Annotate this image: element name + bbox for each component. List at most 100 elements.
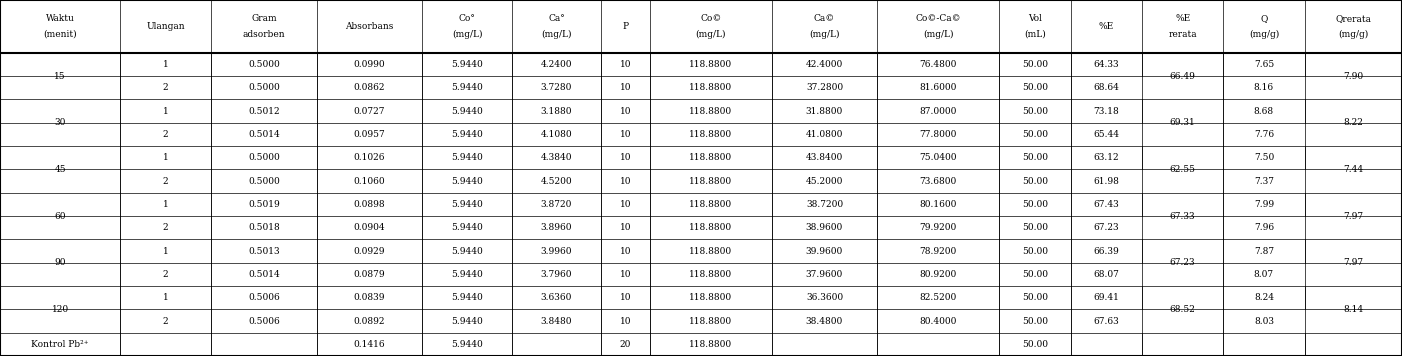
Text: 10: 10 [620, 153, 631, 162]
Text: 0.0839: 0.0839 [353, 293, 386, 302]
Text: 90: 90 [55, 258, 66, 267]
Text: 67.23: 67.23 [1169, 258, 1196, 267]
Text: 0.1026: 0.1026 [353, 153, 386, 162]
Text: 5.9440: 5.9440 [451, 106, 482, 115]
Text: 2: 2 [163, 316, 168, 325]
Text: %E: %E [1175, 14, 1190, 23]
Text: (mg/L): (mg/L) [695, 30, 726, 39]
Text: 5.9440: 5.9440 [451, 270, 482, 279]
Text: 5.9440: 5.9440 [451, 83, 482, 92]
Text: 10: 10 [620, 177, 631, 185]
Text: 5.9440: 5.9440 [451, 223, 482, 232]
Text: 118.8800: 118.8800 [690, 60, 732, 69]
Text: Q: Q [1260, 14, 1267, 23]
Text: 50.00: 50.00 [1022, 60, 1047, 69]
Text: 68.07: 68.07 [1094, 270, 1119, 279]
Text: 0.5014: 0.5014 [248, 270, 280, 279]
Text: 10: 10 [620, 316, 631, 325]
Text: 87.0000: 87.0000 [920, 106, 958, 115]
Text: (mg/L): (mg/L) [923, 30, 953, 39]
Text: 81.6000: 81.6000 [920, 83, 958, 92]
Text: (mg/L): (mg/L) [451, 30, 482, 39]
Text: 38.7200: 38.7200 [806, 200, 843, 209]
Text: 0.0929: 0.0929 [353, 246, 386, 256]
Text: 3.1880: 3.1880 [541, 106, 572, 115]
Text: 10: 10 [620, 246, 631, 256]
Text: 7.97: 7.97 [1343, 258, 1363, 267]
Text: Co©-Ca©: Co©-Ca© [916, 14, 960, 23]
Text: 10: 10 [620, 293, 631, 302]
Text: Qrerata: Qrerata [1335, 14, 1371, 23]
Text: 3.7960: 3.7960 [541, 270, 572, 279]
Text: 4.5200: 4.5200 [541, 177, 572, 185]
Text: 3.7280: 3.7280 [541, 83, 572, 92]
Text: 7.96: 7.96 [1253, 223, 1274, 232]
Text: 10: 10 [620, 106, 631, 115]
Text: 118.8800: 118.8800 [690, 293, 732, 302]
Text: 80.4000: 80.4000 [920, 316, 958, 325]
Text: 0.0990: 0.0990 [353, 60, 386, 69]
Text: 39.9600: 39.9600 [806, 246, 843, 256]
Text: 66.39: 66.39 [1094, 246, 1119, 256]
Text: 2: 2 [163, 130, 168, 139]
Text: 5.9440: 5.9440 [451, 130, 482, 139]
Text: 5.9440: 5.9440 [451, 177, 482, 185]
Text: 7.44: 7.44 [1343, 165, 1363, 174]
Text: 0.0898: 0.0898 [353, 200, 386, 209]
Text: 60: 60 [55, 211, 66, 220]
Text: 61.98: 61.98 [1094, 177, 1119, 185]
Text: 0.0957: 0.0957 [353, 130, 386, 139]
Text: (mg/g): (mg/g) [1249, 30, 1279, 39]
Text: 50.00: 50.00 [1022, 223, 1047, 232]
Text: (mg/L): (mg/L) [809, 30, 840, 39]
Text: 0.5006: 0.5006 [248, 316, 280, 325]
Text: 8.22: 8.22 [1343, 118, 1363, 127]
Text: 0.5000: 0.5000 [248, 83, 280, 92]
Text: Kontrol Pb²⁺: Kontrol Pb²⁺ [31, 340, 88, 349]
Text: 0.5018: 0.5018 [248, 223, 280, 232]
Text: 0.1416: 0.1416 [353, 340, 386, 349]
Text: 3.8720: 3.8720 [541, 200, 572, 209]
Text: 77.8000: 77.8000 [920, 130, 958, 139]
Text: 0.5000: 0.5000 [248, 153, 280, 162]
Text: 118.8800: 118.8800 [690, 340, 732, 349]
Text: 50.00: 50.00 [1022, 340, 1047, 349]
Text: 80.1600: 80.1600 [920, 200, 958, 209]
Text: 118.8800: 118.8800 [690, 270, 732, 279]
Text: 37.2800: 37.2800 [806, 83, 843, 92]
Text: (mg/L): (mg/L) [541, 30, 572, 39]
Text: 65.44: 65.44 [1094, 130, 1119, 139]
Text: 68.64: 68.64 [1094, 83, 1119, 92]
Text: 120: 120 [52, 305, 69, 314]
Text: 63.12: 63.12 [1094, 153, 1119, 162]
Text: 118.8800: 118.8800 [690, 223, 732, 232]
Text: 38.4800: 38.4800 [806, 316, 843, 325]
Text: 5.9440: 5.9440 [451, 60, 482, 69]
Text: 0.0862: 0.0862 [353, 83, 386, 92]
Text: 5.9440: 5.9440 [451, 153, 482, 162]
Text: 45: 45 [55, 165, 66, 174]
Text: 38.9600: 38.9600 [806, 223, 843, 232]
Text: Co©: Co© [700, 14, 722, 23]
Text: 0.5012: 0.5012 [248, 106, 280, 115]
Text: 67.33: 67.33 [1169, 211, 1196, 220]
Text: 118.8800: 118.8800 [690, 316, 732, 325]
Text: 7.37: 7.37 [1253, 177, 1274, 185]
Text: 67.43: 67.43 [1094, 200, 1119, 209]
Text: 78.9200: 78.9200 [920, 246, 956, 256]
Text: 1: 1 [163, 246, 168, 256]
Text: adsorben: adsorben [243, 30, 285, 39]
Text: 10: 10 [620, 223, 631, 232]
Text: 67.23: 67.23 [1094, 223, 1119, 232]
Text: 1: 1 [163, 293, 168, 302]
Text: %E: %E [1099, 22, 1115, 31]
Text: 42.4000: 42.4000 [806, 60, 843, 69]
Text: 4.2400: 4.2400 [541, 60, 572, 69]
Text: 118.8800: 118.8800 [690, 153, 732, 162]
Text: 4.3840: 4.3840 [541, 153, 572, 162]
Text: 50.00: 50.00 [1022, 106, 1047, 115]
Text: 30: 30 [55, 118, 66, 127]
Text: 8.68: 8.68 [1253, 106, 1274, 115]
Text: 62.55: 62.55 [1169, 165, 1196, 174]
Text: 7.65: 7.65 [1253, 60, 1274, 69]
